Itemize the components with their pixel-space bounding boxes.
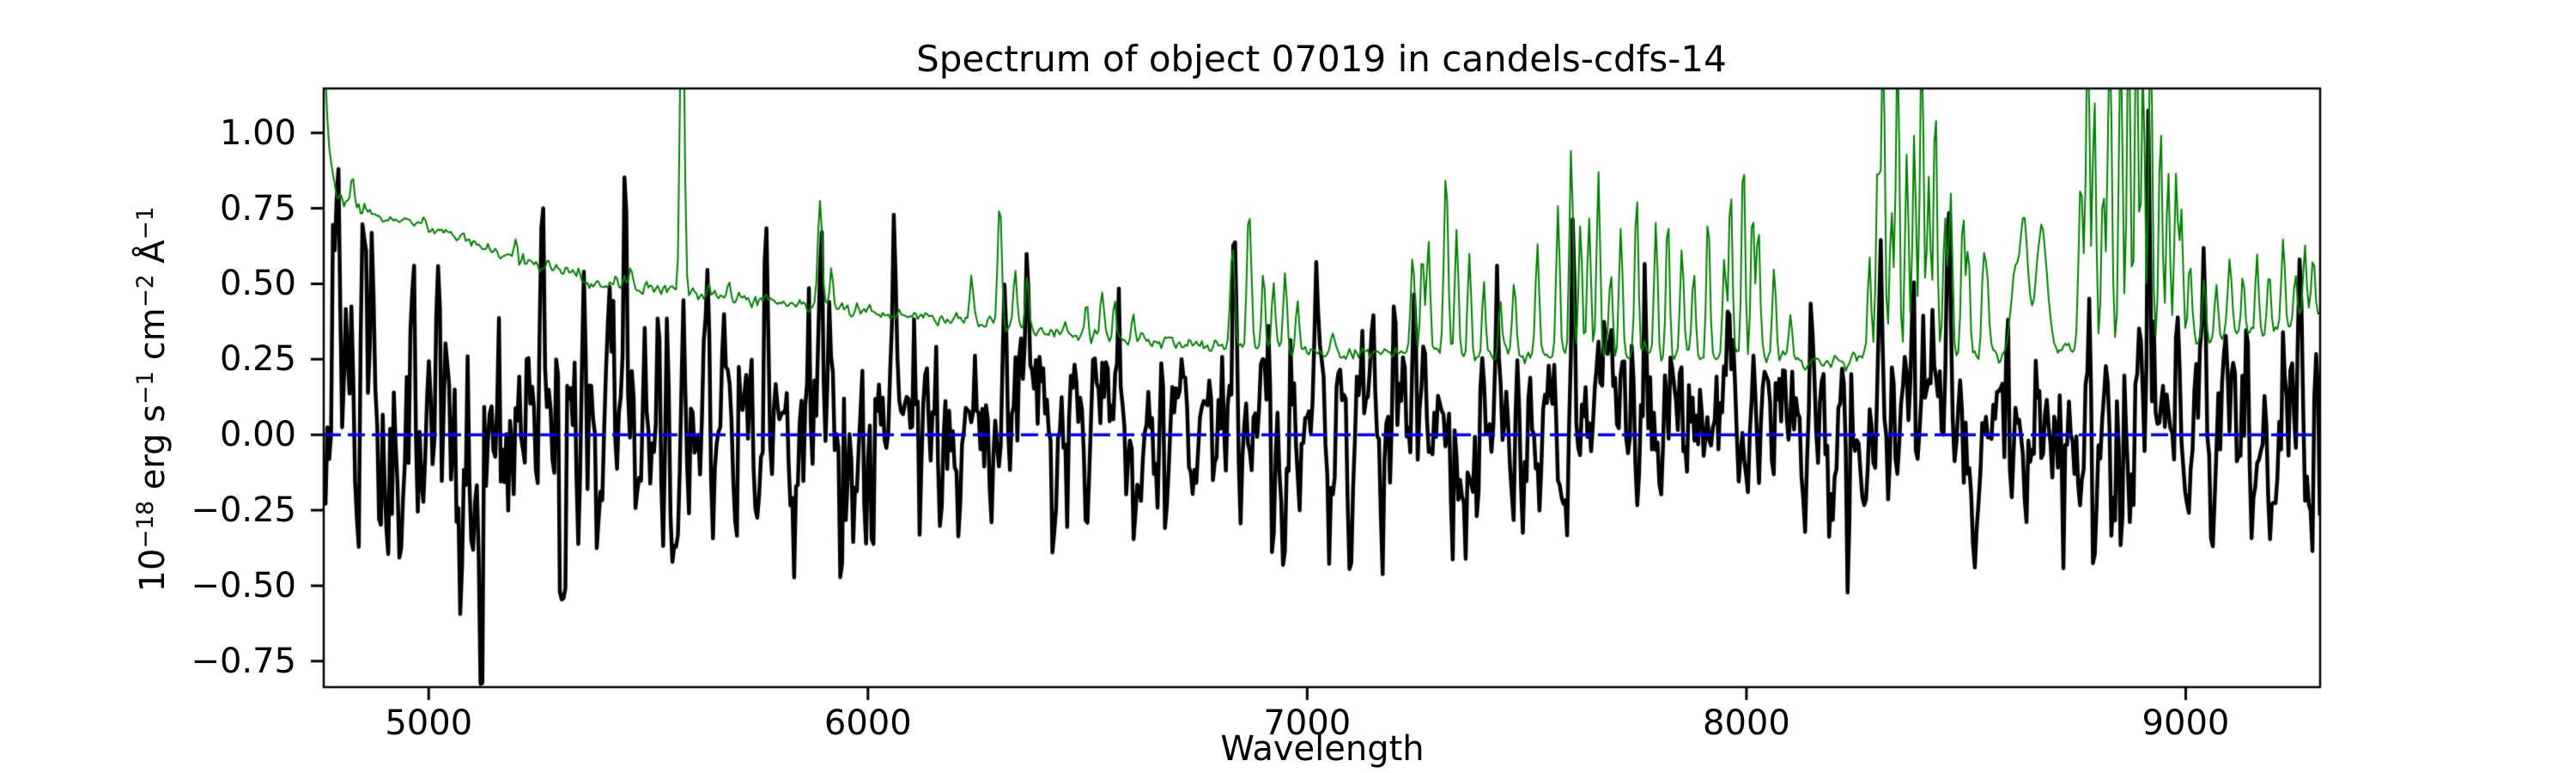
y-axis-label-part: cm: [133, 307, 173, 372]
x-tick-label: 6000: [823, 703, 912, 743]
y-axis-label-part: −1: [131, 371, 159, 405]
y-axis-label-part: −1: [131, 206, 159, 240]
y-axis-label-part: erg s: [133, 404, 173, 501]
x-tick-label: 7000: [1263, 703, 1352, 743]
plot-title: Spectrum of object 07019 in candels-cdfs…: [916, 38, 1727, 80]
y-tick-label: 0.00: [219, 415, 296, 455]
y-tick-label: 1.00: [219, 113, 296, 153]
y-tick-label: 0.50: [219, 264, 296, 304]
y-axis-label-part: −2: [131, 274, 159, 308]
y-axis-label: 10−18 erg s−1 cm−2 Å−1: [132, 206, 173, 593]
x-tick-label: 9000: [2142, 703, 2230, 743]
x-axis-label: Wavelength: [1220, 729, 1425, 769]
y-tick-label: −0.25: [191, 490, 296, 531]
x-tick-label: 5000: [385, 703, 473, 743]
y-axis-label-part: 10: [133, 548, 173, 593]
y-tick-label: 0.25: [219, 339, 296, 380]
x-tick-label: 8000: [1703, 703, 1790, 743]
y-axis-label-part: −18: [131, 500, 159, 549]
y-tick-label: −0.50: [191, 565, 296, 606]
y-axis-label-part: Å: [133, 240, 173, 275]
y-tick-label: −0.75: [191, 641, 296, 681]
y-tick-label: 0.75: [219, 188, 296, 228]
